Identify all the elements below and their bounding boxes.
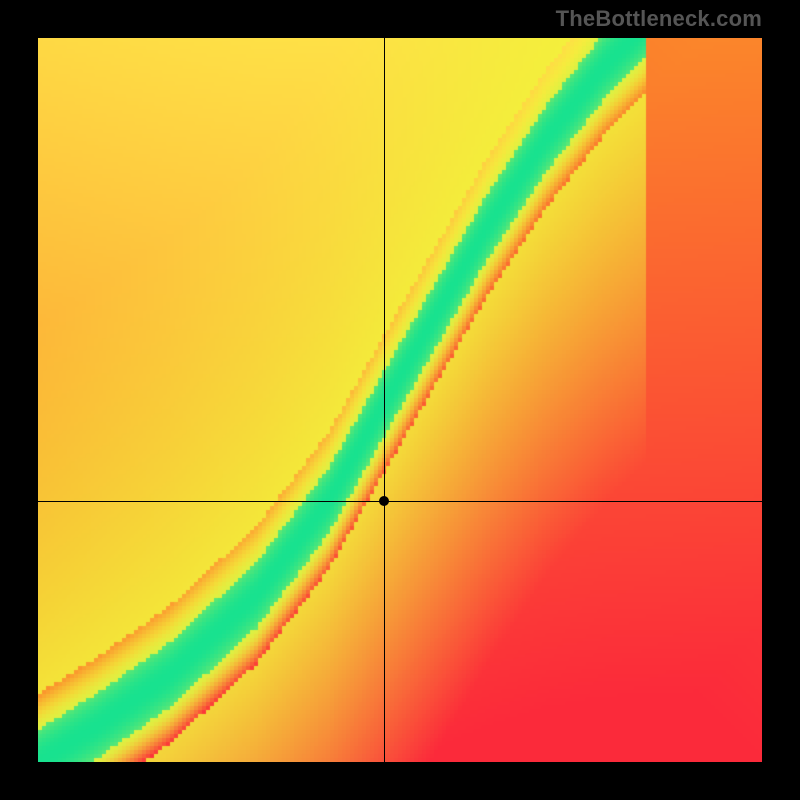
crosshair-horizontal <box>38 501 762 502</box>
crosshair-vertical <box>384 38 385 762</box>
heatmap-canvas <box>38 38 762 762</box>
chart-container: TheBottleneck.com <box>0 0 800 800</box>
watermark-text: TheBottleneck.com <box>556 6 762 32</box>
plot-area <box>38 38 762 762</box>
crosshair-marker <box>379 496 389 506</box>
